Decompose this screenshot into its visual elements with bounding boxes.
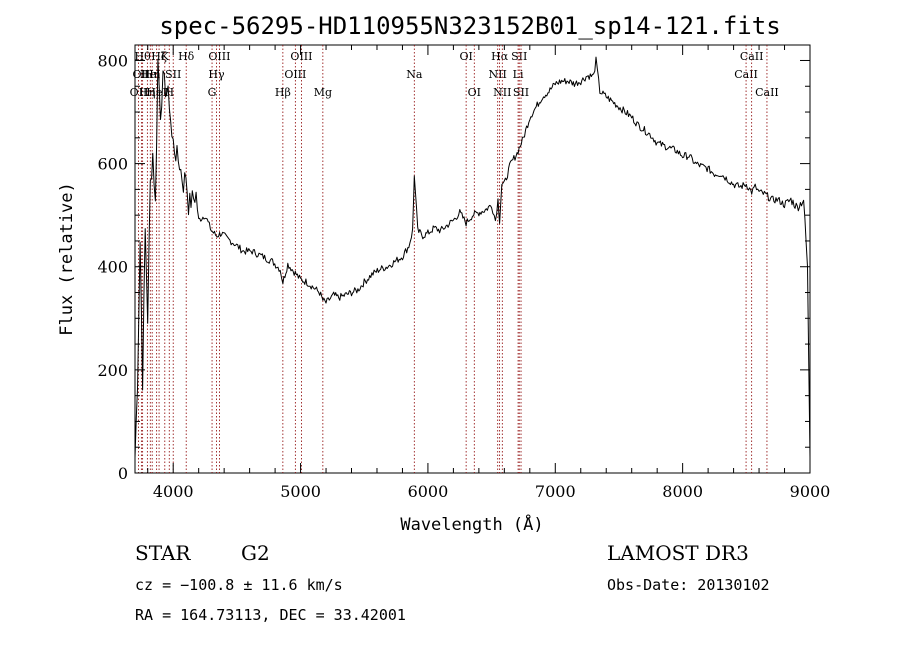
x-tick-label-0: 4000	[153, 482, 194, 501]
y-axis-label: Flux (relative)	[57, 182, 77, 336]
y-tick-label-3: 600	[97, 155, 128, 174]
y-tick-label-0: 0	[118, 464, 128, 483]
line-marker-label-2: Hθ	[135, 50, 152, 63]
line-marker-label-17: OIII	[290, 50, 312, 63]
redshift-text: cz = −100.8 ± 11.6 km/s	[135, 576, 343, 594]
x-tick-label-1: 5000	[280, 482, 321, 501]
series-layer	[134, 56, 811, 458]
chart-title: spec-56295-HD110955N323152B01_sp14-121.f…	[159, 12, 780, 40]
line-marker-label-19: Na	[406, 68, 423, 81]
spectrum-series-0	[134, 56, 811, 458]
line-marker-label-1: OII	[133, 68, 151, 81]
x-tick-label-3: 7000	[535, 482, 576, 501]
x-tick-label-4: 8000	[662, 482, 703, 501]
line-marker-label-26: SII	[511, 50, 527, 63]
line-marker-label-30: CaII	[755, 86, 779, 99]
line-marker-label-16: OIII	[284, 68, 306, 81]
line-marker-label-20: OI	[459, 50, 472, 63]
object-subclass: G2	[241, 541, 270, 565]
object-class: STAR	[135, 541, 191, 565]
axis-ticks: 4000 5000 6000 7000 8000 9000 0 200 400 600 800	[97, 45, 830, 501]
line-marker-label-12: G	[208, 86, 217, 99]
y-tick-label-2: 400	[97, 258, 128, 277]
y-tick-label-4: 800	[97, 51, 128, 70]
line-marker-label-18: Mg	[314, 86, 332, 99]
line-marker-label-25: Li	[513, 68, 524, 81]
line-marker-label-4: HeI	[140, 68, 160, 81]
line-marker-label-11: Hδ	[178, 50, 195, 63]
line-marker-label-0: OII	[130, 86, 148, 99]
obs-date: Obs-Date: 20130102	[607, 576, 770, 594]
line-marker-label-10: SII	[165, 68, 181, 81]
line-marker-label-23: Hα	[491, 50, 509, 63]
line-marker-label-27: SII	[513, 86, 529, 99]
line-marker-label-14: OIII	[208, 50, 230, 63]
x-tick-label-5: 9000	[790, 482, 831, 501]
line-marker-label-28: CaII	[734, 68, 758, 81]
line-marker-label-29: CaII	[740, 50, 764, 63]
line-marker-label-9: H	[164, 86, 174, 99]
line-marker-label-15: Hβ	[275, 86, 291, 99]
survey-name: LAMOST DR3	[607, 541, 749, 565]
line-marker-label-8: K	[161, 50, 170, 63]
line-marker-label-7: Hζ	[151, 50, 167, 63]
line-marker-label-13: Hγ	[208, 68, 225, 81]
line-marker-label-22: NII	[489, 68, 507, 81]
line-marker-label-24: NII	[493, 86, 511, 99]
line-marker-label-5: Hη	[144, 68, 160, 81]
plot-frame	[134, 44, 811, 474]
x-tick-label-2: 6000	[408, 482, 449, 501]
y-tick-label-1: 200	[97, 361, 128, 380]
line-markers: OIIOIIHθHηHeIHηHeIHζKHSIIHδGHγOIIIHβOIII…	[130, 45, 779, 473]
line-marker-label-21: OI	[468, 86, 481, 99]
line-marker-label-3: Hη	[139, 86, 155, 99]
x-axis-label: Wavelength (Å)	[400, 513, 543, 535]
coordinates: RA = 164.73113, DEC = 33.42001	[135, 606, 406, 624]
